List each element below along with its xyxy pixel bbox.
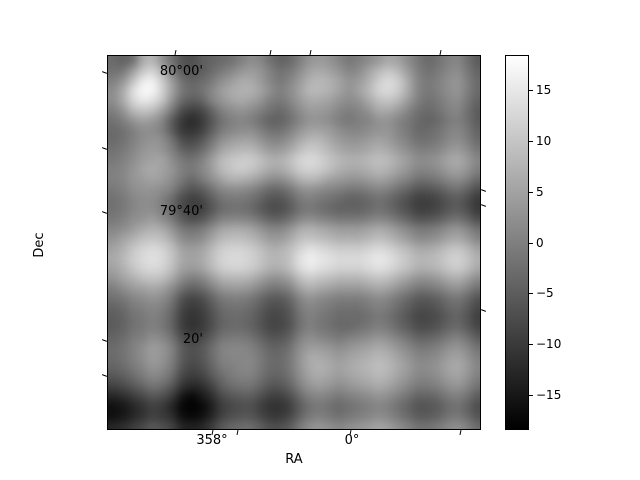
colorbar-ticklabel-6: −15 [536,387,562,402]
y-axis-label: Dec [32,232,47,258]
colorbar-tick-1 [529,141,533,143]
colorbar-ticklabel-1: 10 [536,134,552,149]
ytick-label-20m: 20' [182,332,203,347]
ytick-right-2 [480,309,487,312]
colorbar-tick-4 [529,293,533,295]
colorbar-ticklabel-0: 15 [536,83,552,98]
colorbar [505,55,529,430]
colorbar-ticklabel-3: 0 [536,235,544,250]
sky-map-heatmap [108,56,480,429]
xtick-label-0deg: 0° [344,433,360,448]
xtick-bottom-3 [459,429,462,436]
ytick-label-80d00m: 80°00' [159,64,203,79]
colorbar-ticklabel-2: 5 [536,184,544,199]
colorbar-tick-5 [529,343,533,345]
ytick-right-0 [480,189,487,192]
sky-map-axes [107,55,481,430]
colorbar-tick-2 [529,191,533,193]
xtick-label-358deg: 358° [196,433,228,448]
ytick-label-79d40m: 79°40' [159,204,203,219]
colorbar-tick-3 [529,242,533,244]
colorbar-tick-0 [529,90,533,92]
ytick-right-1 [480,204,487,207]
colorbar-tick-6 [529,394,533,396]
colorbar-ticklabel-4: −5 [536,286,554,301]
colorbar-ticklabel-5: −10 [536,336,562,351]
x-axis-label: RA [285,452,303,467]
